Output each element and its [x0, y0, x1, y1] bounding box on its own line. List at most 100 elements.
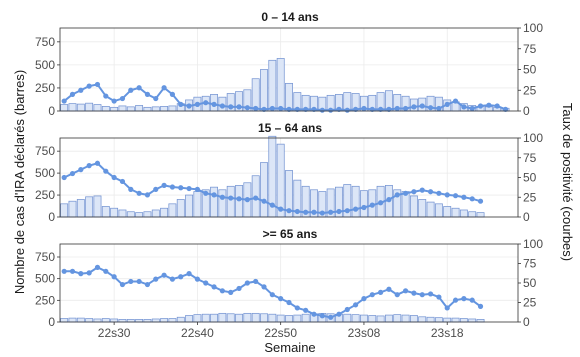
y-right-tick-label: 100: [523, 237, 543, 251]
bar: [226, 185, 235, 218]
positivity-point: [452, 98, 459, 104]
bar: [226, 313, 235, 323]
positivity-point: [69, 268, 76, 274]
bar: [85, 196, 94, 218]
positivity-point: [153, 186, 159, 192]
positivity-point: [353, 206, 359, 212]
y-right-tick-label: 75: [523, 42, 537, 56]
positivity-point: [278, 296, 284, 302]
bar: [434, 203, 443, 218]
positivity-point: [203, 190, 209, 196]
bar: [268, 313, 277, 323]
positivity-point: [253, 278, 259, 285]
positivity-point: [78, 87, 84, 93]
positivity-point: [86, 270, 92, 276]
bar: [126, 106, 135, 112]
positivity-point: [169, 276, 176, 282]
bar: [160, 207, 169, 218]
bar: [468, 318, 477, 323]
y-left-tick-label: 250: [35, 293, 55, 307]
bar: [418, 199, 427, 218]
positivity-point: [402, 105, 409, 112]
positivity-point: [353, 302, 359, 308]
bar: [118, 209, 127, 218]
positivity-point: [119, 281, 126, 288]
positivity-point: [111, 274, 117, 280]
positivity-point: [153, 95, 159, 102]
positivity-point: [61, 268, 67, 274]
bar: [468, 211, 477, 218]
positivity-point: [236, 285, 242, 292]
positivity-point: [394, 292, 400, 298]
positivity-point: [178, 185, 184, 191]
positivity-point: [278, 105, 284, 112]
positivity-point: [427, 291, 434, 297]
positivity-point: [161, 272, 167, 278]
positivity-point: [319, 210, 325, 216]
positivity-point: [161, 85, 167, 91]
positivity-point: [186, 185, 192, 192]
bar: [60, 203, 69, 218]
positivity-point: [344, 306, 350, 313]
positivity-point: [236, 196, 242, 202]
positivity-point: [461, 296, 467, 302]
positivity-point: [486, 102, 492, 108]
bar: [276, 58, 285, 112]
bar: [93, 104, 102, 112]
bar: [110, 318, 119, 323]
positivity-point: [94, 81, 101, 88]
y-left-tick-label: 500: [35, 272, 55, 286]
positivity-point: [411, 290, 417, 296]
y-right-tick-label: 0: [523, 315, 530, 329]
y-right-tick-label: 0: [523, 210, 530, 224]
positivity-point: [436, 190, 442, 196]
bar: [151, 209, 160, 218]
positivity-point: [128, 278, 134, 285]
bar: [276, 314, 285, 323]
bar: [251, 312, 260, 323]
bar: [376, 315, 385, 323]
positivity-point: [111, 98, 117, 104]
positivity-point: [261, 198, 267, 204]
positivity-point: [78, 271, 84, 277]
bar: [93, 195, 102, 218]
panel-15-to-64: 0 250 500 750 0 25 50 75 100: [35, 131, 543, 224]
bar: [135, 212, 144, 218]
bar: [201, 313, 210, 323]
positivity-point: [419, 187, 425, 193]
positivity-point: [461, 104, 467, 110]
positivity-point: [119, 95, 126, 102]
bar: [143, 211, 152, 218]
panel-title-1: 15 – 64 ans: [258, 121, 322, 135]
positivity-point: [103, 168, 109, 174]
bar: [193, 314, 202, 323]
bar: [151, 318, 160, 323]
positivity-point: [186, 103, 192, 109]
bar: [76, 199, 85, 218]
bar: [210, 186, 218, 218]
positivity-point: [477, 103, 484, 109]
positivity-point: [128, 87, 134, 93]
positivity-point: [436, 105, 442, 112]
panel-65-plus: 0 250 500 750 0 25 50 75 100: [35, 237, 543, 329]
y-left-tick-label: 0: [48, 104, 55, 118]
positivity-point: [328, 107, 334, 113]
positivity-point: [461, 194, 467, 200]
y-axis-left-title: Nombre de cas d'IRA déclarés (barres): [12, 70, 27, 294]
positivity-point: [136, 278, 142, 285]
x-tick-label: 23s08: [348, 326, 381, 340]
bar: [235, 313, 243, 323]
bar: [60, 104, 69, 112]
positivity-point: [144, 281, 151, 288]
bar: [185, 194, 194, 218]
bar: [85, 318, 94, 323]
positivity-point: [369, 292, 375, 298]
bar: [351, 314, 360, 323]
bar: [301, 313, 310, 323]
positivity-point: [86, 163, 92, 169]
y-left-tick-label: 250: [35, 188, 55, 202]
positivity-point: [269, 202, 275, 208]
positivity-point: [228, 289, 234, 295]
y-left-tick-label: 0: [48, 210, 55, 224]
y-axis-right-title: Taux de positivité (courbes): [560, 103, 575, 261]
